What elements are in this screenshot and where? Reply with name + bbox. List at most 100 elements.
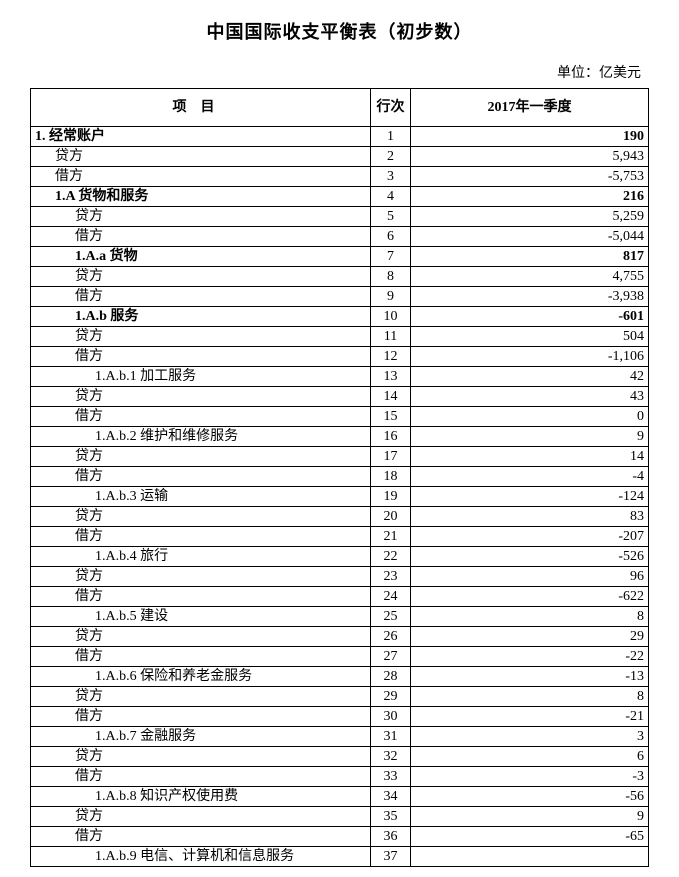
table-row: 贷方1714 <box>31 447 649 467</box>
line-cell: 28 <box>371 667 411 687</box>
line-cell: 4 <box>371 187 411 207</box>
value-cell: -124 <box>411 487 649 507</box>
table-row: 1.A.a 货物7817 <box>31 247 649 267</box>
item-cell: 借方 <box>31 767 371 787</box>
table-row: 1.A.b 服务10-601 <box>31 307 649 327</box>
item-cell: 贷方 <box>31 447 371 467</box>
table-row: 借方24-622 <box>31 587 649 607</box>
item-cell: 1.A.b.5 建设 <box>31 607 371 627</box>
table-row: 借方33-3 <box>31 767 649 787</box>
table-row: 1.A.b.8 知识产权使用费34-56 <box>31 787 649 807</box>
item-cell: 1.A.b 服务 <box>31 307 371 327</box>
line-cell: 9 <box>371 287 411 307</box>
value-cell: -622 <box>411 587 649 607</box>
table-row: 贷方11504 <box>31 327 649 347</box>
line-cell: 13 <box>371 367 411 387</box>
value-cell: 190 <box>411 127 649 147</box>
value-cell: 83 <box>411 507 649 527</box>
item-cell: 借方 <box>31 827 371 847</box>
item-cell: 借方 <box>31 347 371 367</box>
table-row: 1.A.b.9 电信、计算机和信息服务37 <box>31 847 649 867</box>
table-row: 1. 经常账户1190 <box>31 127 649 147</box>
value-cell: 29 <box>411 627 649 647</box>
value-cell: -56 <box>411 787 649 807</box>
item-cell: 借方 <box>31 587 371 607</box>
value-cell: 3 <box>411 727 649 747</box>
page-title: 中国国际收支平衡表（初步数） <box>30 18 649 44</box>
table-row: 1.A.b.2 维护和维修服务169 <box>31 427 649 447</box>
line-cell: 34 <box>371 787 411 807</box>
value-cell <box>411 847 649 867</box>
table-row: 贷方25,943 <box>31 147 649 167</box>
value-cell: 8 <box>411 607 649 627</box>
table-row: 贷方326 <box>31 747 649 767</box>
table-row: 借方36-65 <box>31 827 649 847</box>
value-cell: -526 <box>411 547 649 567</box>
table-row: 借方27-22 <box>31 647 649 667</box>
table-row: 贷方2083 <box>31 507 649 527</box>
value-cell: 14 <box>411 447 649 467</box>
line-cell: 11 <box>371 327 411 347</box>
item-cell: 借方 <box>31 467 371 487</box>
item-cell: 贷方 <box>31 807 371 827</box>
line-cell: 36 <box>371 827 411 847</box>
table-row: 1.A.b.1 加工服务1342 <box>31 367 649 387</box>
line-cell: 10 <box>371 307 411 327</box>
item-cell: 贷方 <box>31 627 371 647</box>
value-cell: -4 <box>411 467 649 487</box>
line-cell: 21 <box>371 527 411 547</box>
value-cell: 9 <box>411 427 649 447</box>
value-cell: -3 <box>411 767 649 787</box>
table-row: 贷方359 <box>31 807 649 827</box>
item-cell: 1.A.b.7 金融服务 <box>31 727 371 747</box>
table-row: 借方12-1,106 <box>31 347 649 367</box>
value-cell: 9 <box>411 807 649 827</box>
value-cell: 43 <box>411 387 649 407</box>
table-row: 借方150 <box>31 407 649 427</box>
table-row: 贷方298 <box>31 687 649 707</box>
value-cell: -1,106 <box>411 347 649 367</box>
table-row: 贷方1443 <box>31 387 649 407</box>
line-cell: 3 <box>371 167 411 187</box>
table-row: 贷方84,755 <box>31 267 649 287</box>
line-cell: 30 <box>371 707 411 727</box>
item-cell: 借方 <box>31 707 371 727</box>
value-cell: -21 <box>411 707 649 727</box>
table-row: 借方18-4 <box>31 467 649 487</box>
item-cell: 贷方 <box>31 207 371 227</box>
table-row: 1.A.b.6 保险和养老金服务28-13 <box>31 667 649 687</box>
unit-label: 单位：亿美元 <box>30 62 649 82</box>
item-cell: 借方 <box>31 647 371 667</box>
table-row: 借方21-207 <box>31 527 649 547</box>
line-cell: 17 <box>371 447 411 467</box>
line-cell: 14 <box>371 387 411 407</box>
line-cell: 1 <box>371 127 411 147</box>
table-row: 1.A.b.5 建设258 <box>31 607 649 627</box>
line-cell: 18 <box>371 467 411 487</box>
item-cell: 贷方 <box>31 687 371 707</box>
item-cell: 1.A.b.4 旅行 <box>31 547 371 567</box>
item-cell: 借方 <box>31 407 371 427</box>
item-cell: 1. 经常账户 <box>31 127 371 147</box>
line-cell: 23 <box>371 567 411 587</box>
item-cell: 1.A.b.8 知识产权使用费 <box>31 787 371 807</box>
item-cell: 贷方 <box>31 267 371 287</box>
item-cell: 1.A.a 货物 <box>31 247 371 267</box>
item-cell: 1.A.b.9 电信、计算机和信息服务 <box>31 847 371 867</box>
line-cell: 6 <box>371 227 411 247</box>
value-cell: 504 <box>411 327 649 347</box>
line-cell: 31 <box>371 727 411 747</box>
item-cell: 1.A.b.2 维护和维修服务 <box>31 427 371 447</box>
table-header-row: 项目 行次 2017年一季度 <box>31 89 649 127</box>
header-line: 行次 <box>371 89 411 127</box>
header-item: 项目 <box>31 89 371 127</box>
item-cell: 贷方 <box>31 507 371 527</box>
value-cell: 5,259 <box>411 207 649 227</box>
value-cell: 6 <box>411 747 649 767</box>
line-cell: 19 <box>371 487 411 507</box>
value-cell: 5,943 <box>411 147 649 167</box>
line-cell: 27 <box>371 647 411 667</box>
value-cell: 8 <box>411 687 649 707</box>
item-cell: 贷方 <box>31 747 371 767</box>
item-cell: 1.A.b.1 加工服务 <box>31 367 371 387</box>
